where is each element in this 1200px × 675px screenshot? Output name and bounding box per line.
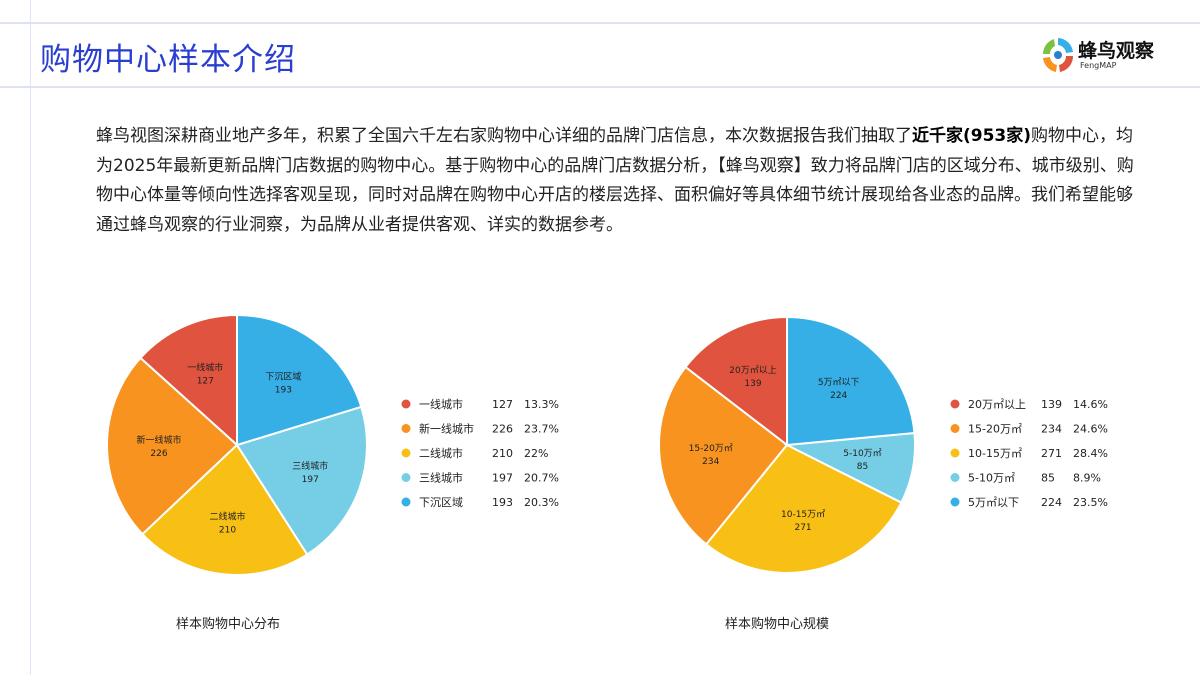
slice-label: 新一线城市 [136,434,181,446]
legend-label: 20万㎡以上 [968,398,1026,411]
slice-value: 226 [150,449,167,459]
legend-percent: 20.3% [524,496,559,509]
slice-label: 一线城市 [187,362,223,374]
legend-value: 85 [1041,472,1055,485]
legend-marker [950,497,960,507]
legend-percent: 28.4% [1073,447,1108,460]
legend-value: 210 [492,447,513,460]
slice-value: 193 [275,385,292,395]
chart-title: 样本购物中心分布 [176,617,281,632]
legend-value: 139 [1041,398,1062,411]
legend-value: 197 [492,472,513,485]
slice-label: 5万㎡以下 [818,377,860,388]
legend-marker [950,399,960,409]
page-title: 购物中心样本介绍 [40,42,296,78]
divider [0,86,1200,88]
legend-marker [401,448,411,458]
slice-label: 20万㎡以上 [729,365,776,376]
legend-marker [401,399,411,409]
pie-slice [786,315,916,447]
legend-percent: 24.6% [1073,423,1108,436]
divider [0,22,1200,24]
pie-slice [236,313,363,447]
intro-paragraph: 蜂鸟视图深耕商业地产多年，积累了全国六千左右家购物中心详细的品牌门店信息，本次数… [96,126,1134,235]
chart-title: 样本购物中心规模 [725,617,830,632]
legend-percent: 23.5% [1073,496,1108,509]
legend-label: 10-15万㎡ [968,447,1022,460]
legend-value: 193 [492,496,513,509]
slice-value: 197 [302,475,319,485]
slice-value: 234 [702,457,719,467]
legend-label: 二线城市 [419,446,463,460]
logo: 蜂鸟观察 FengMAP [1040,34,1170,76]
slice-value: 127 [197,377,214,387]
slice-label: 下沉区域 [265,370,301,382]
legend-percent: 20.7% [524,472,559,485]
legend-label: 一线城市 [419,397,463,411]
legend-marker [950,473,960,482]
legend-percent: 14.6% [1073,398,1108,411]
slice-value: 224 [830,391,847,401]
legend-value: 271 [1041,447,1062,460]
pie-slice [684,315,788,448]
legend-label: 5万㎡以下 [968,496,1019,509]
slice-value: 210 [219,525,236,535]
legend-marker [401,424,411,433]
pie-slice [704,443,903,574]
legend-marker [950,448,960,458]
legend-percent: 22% [524,447,548,460]
legend-value: 226 [492,423,513,436]
slice-label: 二线城市 [210,510,246,522]
pie-slice [141,443,309,576]
legend-label: 15-20万㎡ [968,423,1022,436]
legend-label: 新一线城市 [419,422,474,436]
legend-label: 三线城市 [419,471,463,485]
slice-value: 139 [744,379,761,389]
legend-marker [401,473,411,482]
legend-value: 224 [1041,496,1062,509]
pie-slice [658,365,789,546]
legend-marker [401,497,411,507]
guide-line [30,0,31,675]
pie-slice [106,356,239,536]
legend-marker [950,424,960,433]
legend-label: 下沉区域 [419,496,463,509]
slice-label: 三线城市 [292,460,328,472]
slice-label: 10-15万㎡ [781,509,825,520]
legend-value: 234 [1041,423,1062,436]
slice-value: 271 [794,523,811,533]
legend-percent: 13.3% [524,398,559,411]
slice-value: 85 [857,462,868,472]
legend-percent: 8.9% [1073,472,1101,485]
pie-slice [139,313,238,448]
pie-slice [235,405,368,556]
slice-label: 15-20万㎡ [689,443,733,454]
slice-label: 5-10万㎡ [843,448,881,459]
logo-icon [1043,38,1074,72]
legend-percent: 23.7% [524,423,559,436]
legend-value: 127 [492,398,513,411]
legend-label: 5-10万㎡ [968,472,1015,485]
